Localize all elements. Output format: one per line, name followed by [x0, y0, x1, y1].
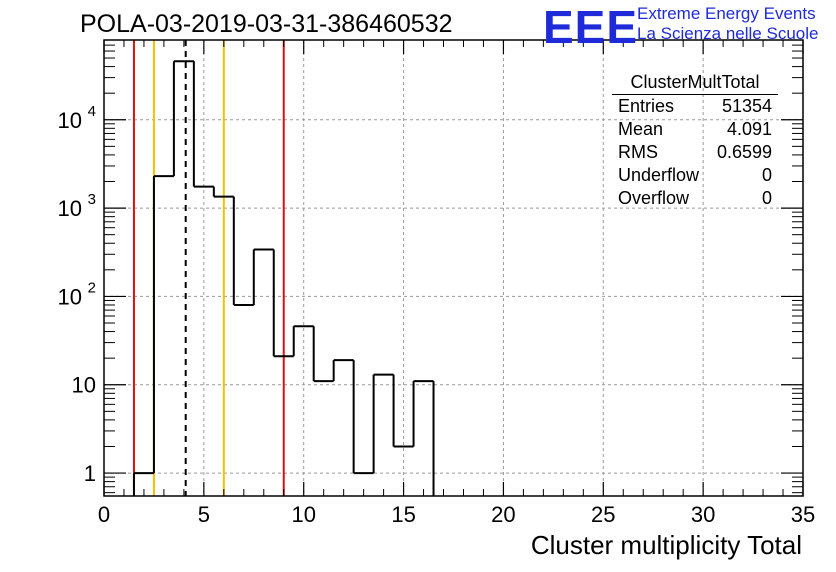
y-tick-label: 10 [72, 373, 96, 398]
y-tick-label: 10 [58, 196, 82, 221]
y-tick-label: 10 [58, 108, 82, 133]
logo-line-1: Extreme Energy Events [637, 4, 816, 23]
stats-label: Entries [618, 96, 675, 116]
stats-label: RMS [618, 142, 658, 162]
plot-frame [103, 39, 804, 497]
x-tick-label: 35 [791, 502, 815, 527]
tick-labels: 0 5 10 15 20 25 30 35 1 10 10 2 10 3 10 4 [58, 103, 816, 527]
stats-row-overflow: Overflow 0 [612, 187, 778, 210]
y-tick-exponent: 3 [88, 191, 96, 208]
marker-lines [132, 40, 285, 496]
logo-line-2: La Scienza nelle Scuole [637, 24, 819, 43]
stats-row-underflow: Underflow 0 [612, 164, 778, 187]
x-tick-label: 25 [591, 502, 615, 527]
y-tick-label: 1 [84, 461, 96, 486]
stats-box: ClusterMultTotal Entries 51354 Mean 4.09… [612, 72, 778, 210]
stats-value: 4.091 [726, 119, 772, 139]
stats-title: ClusterMultTotal [612, 72, 778, 95]
x-tick-label: 0 [98, 502, 110, 527]
x-tick-label: 10 [291, 502, 315, 527]
stats-value: 0 [761, 188, 772, 208]
stats-label: Underflow [618, 165, 700, 185]
stats-row-entries: Entries 51354 [612, 95, 778, 118]
x-axis-label: Cluster multiplicity Total [530, 530, 802, 560]
y-tick-exponent: 4 [88, 103, 96, 120]
stats-label: Mean [618, 119, 664, 139]
stats-row-rms: RMS 0.6599 [612, 141, 778, 164]
x-tick-label: 5 [198, 502, 210, 527]
histogram-series [132, 60, 435, 496]
chart-title: POLA-03-2019-03-31-386460532 [80, 10, 453, 38]
grid-lines [104, 40, 803, 496]
stats-row-mean: Mean 4.091 [612, 118, 778, 141]
x-tick-label: 20 [491, 502, 515, 527]
eee-logo: EEE [543, 1, 639, 53]
y-tick-exponent: 2 [88, 279, 96, 296]
stats-value: 0 [761, 165, 772, 185]
stats-value: 51354 [721, 96, 772, 116]
x-tick-label: 15 [391, 502, 415, 527]
x-tick-label: 30 [691, 502, 715, 527]
stats-value: 0.6599 [716, 142, 772, 162]
stats-label: Overflow [618, 188, 690, 208]
y-tick-label: 10 [58, 284, 82, 309]
